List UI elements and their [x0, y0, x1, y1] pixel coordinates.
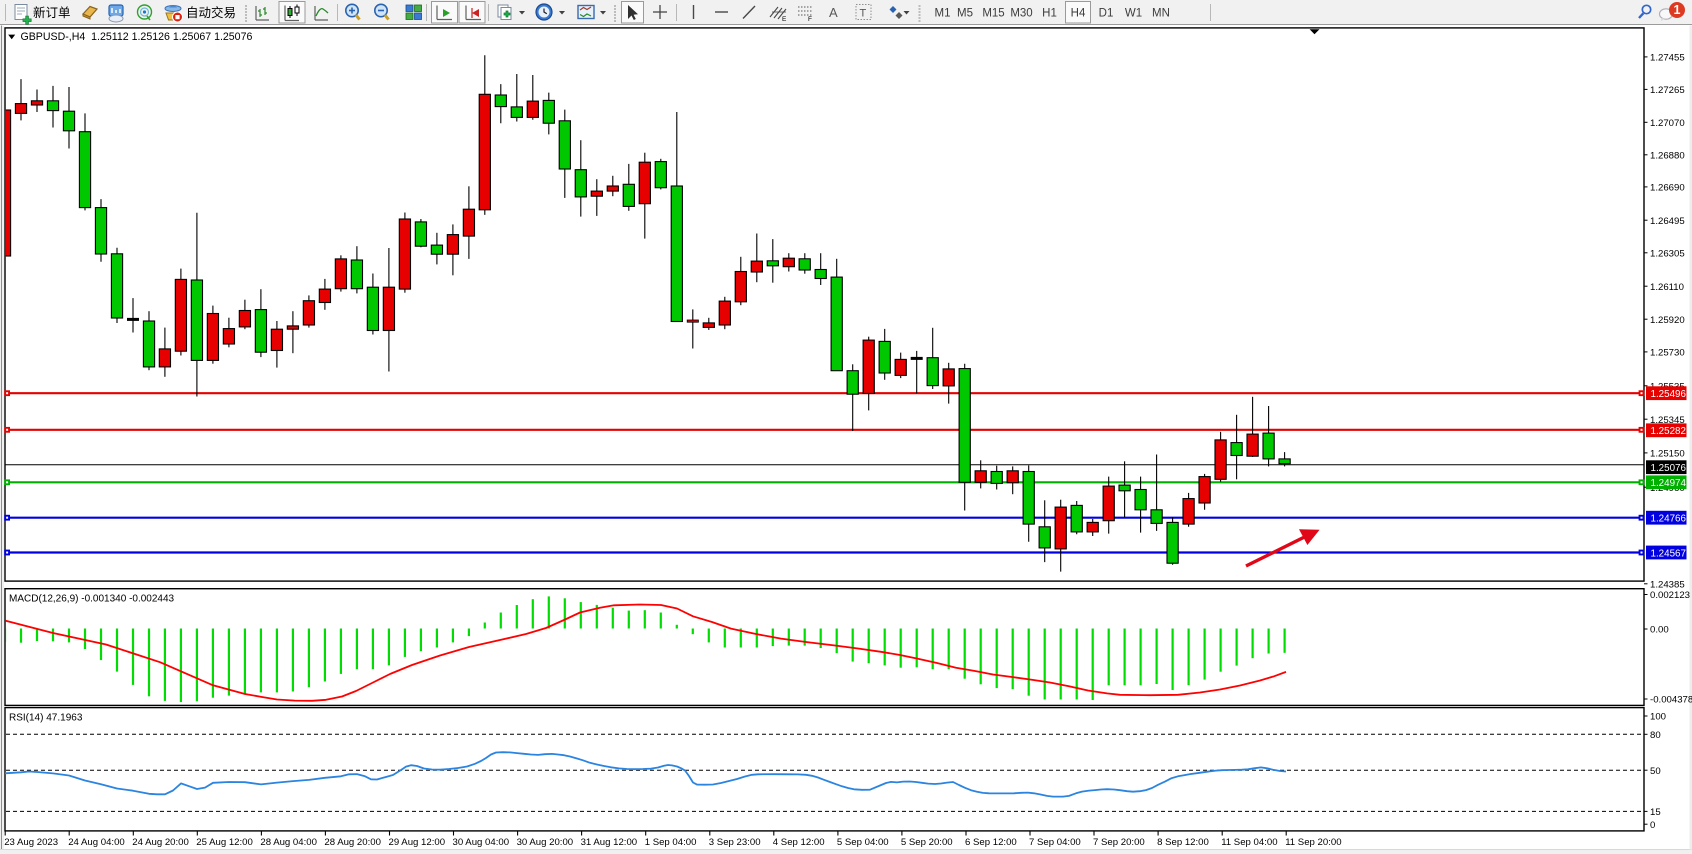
svg-text:5 Sep 04:00: 5 Sep 04:00 — [837, 837, 889, 848]
svg-text:1.25920: 1.25920 — [1650, 315, 1685, 326]
svg-text:5 Sep 20:00: 5 Sep 20:00 — [901, 837, 953, 848]
svg-text:30 Aug 04:00: 30 Aug 04:00 — [453, 837, 510, 848]
svg-text:8 Sep 12:00: 8 Sep 12:00 — [1157, 837, 1209, 848]
svg-text:1.24385: 1.24385 — [1650, 579, 1685, 590]
svg-text:15: 15 — [1650, 807, 1661, 818]
svg-text:M5: M5 — [957, 8, 973, 20]
svg-text:-0.004378: -0.004378 — [1650, 695, 1692, 706]
svg-text:M30: M30 — [1010, 8, 1032, 20]
svg-text:1.25730: 1.25730 — [1650, 348, 1685, 359]
svg-text:E: E — [782, 16, 787, 23]
svg-text:1.25496: 1.25496 — [1651, 389, 1687, 400]
svg-text:T: T — [860, 8, 867, 20]
svg-text:1.27455: 1.27455 — [1650, 53, 1685, 64]
svg-text:1.24766: 1.24766 — [1651, 514, 1687, 525]
svg-text:1.25282: 1.25282 — [1651, 426, 1686, 437]
svg-text:25 Aug 12:00: 25 Aug 12:00 — [196, 837, 253, 848]
svg-text:M1: M1 — [935, 8, 951, 20]
svg-text:RSI(14) 47.1963: RSI(14) 47.1963 — [9, 713, 83, 724]
svg-text:0.00: 0.00 — [1650, 625, 1669, 636]
svg-text:0.002123: 0.002123 — [1650, 590, 1690, 601]
svg-text:1.26880: 1.26880 — [1650, 150, 1685, 161]
svg-text:1.27265: 1.27265 — [1650, 85, 1685, 96]
svg-text:100: 100 — [1650, 712, 1666, 723]
svg-text:1.26690: 1.26690 — [1650, 183, 1685, 194]
svg-text:1.24567: 1.24567 — [1651, 548, 1686, 559]
svg-text:1 Sep 04:00: 1 Sep 04:00 — [645, 837, 697, 848]
svg-text:1.25345: 1.25345 — [1650, 415, 1685, 426]
svg-text:1.26110: 1.26110 — [1650, 282, 1684, 293]
svg-text:1.24974: 1.24974 — [1651, 478, 1687, 489]
svg-text:28 Aug 20:00: 28 Aug 20:00 — [324, 837, 381, 848]
svg-text:6 Sep 12:00: 6 Sep 12:00 — [965, 837, 1017, 848]
svg-text:80: 80 — [1650, 730, 1661, 741]
svg-text:M15: M15 — [982, 8, 1004, 20]
svg-text:D1: D1 — [1099, 8, 1114, 20]
svg-text:1.27070: 1.27070 — [1650, 118, 1685, 129]
svg-text:7 Sep 20:00: 7 Sep 20:00 — [1093, 837, 1145, 848]
svg-text:A: A — [829, 5, 838, 20]
svg-text:新订单: 新订单 — [33, 5, 71, 20]
svg-text:H4: H4 — [1071, 8, 1086, 20]
svg-text:11 Sep 04:00: 11 Sep 04:00 — [1221, 837, 1277, 848]
svg-text:F: F — [808, 16, 812, 23]
svg-text:自动交易: 自动交易 — [186, 5, 236, 20]
svg-text:31 Aug 12:00: 31 Aug 12:00 — [581, 837, 638, 848]
svg-text:1: 1 — [1674, 3, 1681, 17]
svg-text:0: 0 — [1650, 820, 1655, 831]
svg-text:24 Aug 04:00: 24 Aug 04:00 — [68, 837, 125, 848]
svg-text:24 Aug 20:00: 24 Aug 20:00 — [132, 837, 189, 848]
svg-text:1.26305: 1.26305 — [1650, 248, 1685, 259]
svg-text:1.26495: 1.26495 — [1650, 216, 1685, 227]
svg-text:50: 50 — [1650, 766, 1661, 777]
svg-text:29 Aug 12:00: 29 Aug 12:00 — [389, 837, 446, 848]
svg-text:23 Aug 2023: 23 Aug 2023 — [4, 837, 58, 848]
svg-text:MACD(12,26,9) -0.001340 -0.002: MACD(12,26,9) -0.001340 -0.002443 — [9, 594, 175, 605]
svg-text:1.25076: 1.25076 — [1651, 463, 1687, 474]
svg-text:W1: W1 — [1125, 8, 1142, 20]
svg-text:11 Sep 20:00: 11 Sep 20:00 — [1285, 837, 1341, 848]
svg-text:3 Sep 23:00: 3 Sep 23:00 — [709, 837, 761, 848]
svg-text:MN: MN — [1152, 8, 1170, 20]
svg-text:7 Sep 04:00: 7 Sep 04:00 — [1029, 837, 1081, 848]
svg-text:4 Sep 12:00: 4 Sep 12:00 — [773, 837, 825, 848]
svg-text:H1: H1 — [1042, 8, 1057, 20]
svg-text:1.25150: 1.25150 — [1650, 449, 1685, 460]
svg-text:30 Aug 20:00: 30 Aug 20:00 — [517, 837, 574, 848]
svg-text:28 Aug 04:00: 28 Aug 04:00 — [260, 837, 317, 848]
svg-text:GBPUSD-,H4 1.25112 1.25126 1.: GBPUSD-,H4 1.25112 1.25126 1.25067 1.250… — [21, 31, 253, 43]
